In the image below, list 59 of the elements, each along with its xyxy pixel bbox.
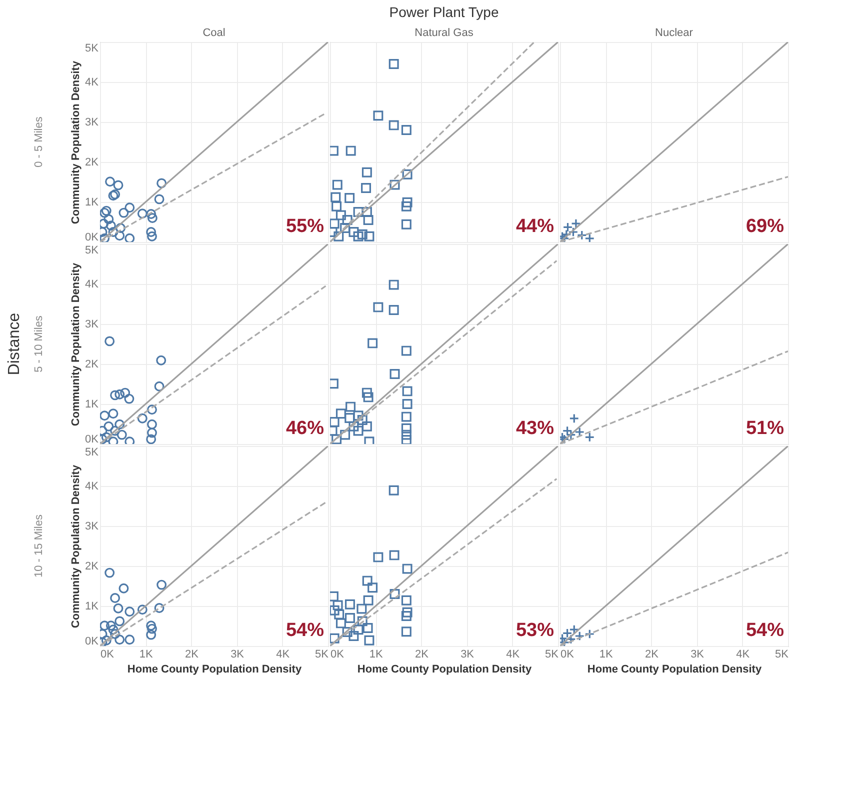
x-tick-label: 1K [139,648,154,660]
x-tick-label: 5K [545,648,560,660]
text: 10 - 15 Miles [33,514,45,578]
text: 5 - 10 Miles [33,315,45,372]
y-tick-label: 5K [85,446,100,458]
annotation: 55% [286,216,324,237]
x-tick-label: 5K [315,648,330,660]
x-tick-label: 0K [560,648,575,660]
y-tick-label: 0K [85,636,100,648]
x-tick-label: 3K [690,648,705,660]
x-tick-label: 0K [330,648,345,660]
x-tick-label: 0K [100,648,115,660]
annotation: 43% [516,418,554,439]
text: 0 - 5 Miles [33,116,45,168]
y-tick-label: 2K [85,560,100,572]
y-tick-label: 4K [85,278,100,290]
x-axis-title: Home County Population Density [587,664,762,676]
chart-subtitle: Natural Gas [414,27,474,39]
x-tick-label: 2K [414,648,430,660]
y-axis-title: Community Population Density [70,60,82,224]
y-tick-label: 5K [85,244,100,256]
annotation: 69% [746,216,784,237]
annotation: 46% [286,418,324,439]
annotation: 51% [746,418,784,439]
annotation: 54% [286,620,324,641]
x-tick-label: 4K [276,648,290,660]
annotation: 54% [746,620,784,641]
chart-subtitle: Coal [202,27,226,39]
y-tick-label: 1K [85,196,100,208]
x-axis-title: Home County Population Density [357,664,532,676]
x-tick-label: 1K [599,648,614,660]
x-tick-label: 2K [644,648,660,660]
y-axis-title: Community Population Density [70,262,82,426]
chart-subtitle: Nuclear [655,27,694,39]
x-tick-label: 2K [184,648,200,660]
y-axis-title: Community Population Density [70,464,82,628]
y-tick-label: 2K [85,156,100,168]
annotation: 53% [516,620,554,641]
y-tick-label: 1K [85,398,100,410]
y-tick-label: 2K [85,358,100,370]
x-tick-label: 3K [460,648,475,660]
x-tick-label: 4K [506,648,520,660]
annotation: 44% [516,216,554,237]
x-tick-label: 4K [736,648,750,660]
y-tick-label: 5K [85,42,100,54]
y-tick-label: 0K [85,232,100,244]
y-tick-label: 1K [85,600,100,612]
x-axis-title: Home County Population Density [127,664,302,676]
y-tick-label: 4K [85,76,100,88]
y-tick-label: 4K [85,480,100,492]
y-tick-label: 3K [85,116,100,128]
y-tick-label: 0K [85,434,100,446]
x-tick-label: 3K [230,648,245,660]
x-tick-label: 1K [369,648,384,660]
x-tick-label: 5K [775,648,790,660]
y-tick-label: 3K [85,520,100,532]
y-tick-label: 3K [85,318,100,330]
text: Distance [6,312,23,376]
chart-title: Power Plant Type [389,4,499,20]
